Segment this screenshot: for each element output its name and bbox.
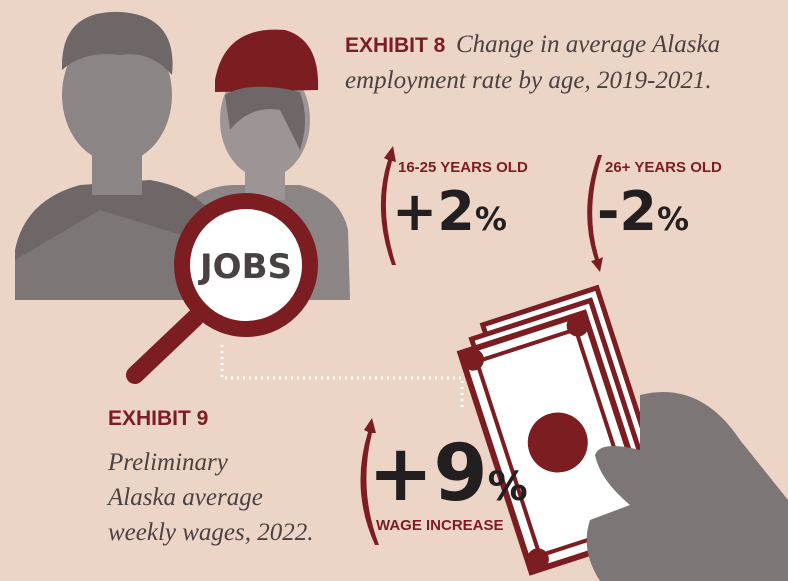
group-label: 26+ YEARS OLD bbox=[605, 159, 722, 176]
figure: +2 bbox=[392, 180, 475, 243]
figure-label: WAGE INCREASE bbox=[376, 517, 504, 534]
figure: +9 bbox=[368, 429, 488, 519]
group-label: 16-25 YEARS OLD bbox=[398, 159, 528, 176]
exhibit-caption: weekly wages, 2022. bbox=[108, 519, 314, 546]
exhibit-caption: employment rate by age, 2019-2021. bbox=[345, 67, 712, 94]
exhibit-caption: Preliminary bbox=[107, 449, 229, 476]
figure: -2 bbox=[597, 180, 657, 243]
exhibit-caption: Change in average Alaska bbox=[456, 31, 720, 58]
unit: % bbox=[488, 464, 528, 510]
exhibit-label: EXHIBIT 8 bbox=[345, 34, 446, 57]
magnifier-label: JOBS bbox=[198, 247, 292, 287]
exhibit-caption: Alaska average bbox=[106, 484, 263, 511]
unit: % bbox=[657, 200, 689, 238]
exhibit-label: EXHIBIT 9 bbox=[108, 407, 208, 430]
infographic: JOBS EXHIBIT 8 Change in average Alaska … bbox=[0, 0, 788, 581]
unit: % bbox=[475, 200, 507, 238]
